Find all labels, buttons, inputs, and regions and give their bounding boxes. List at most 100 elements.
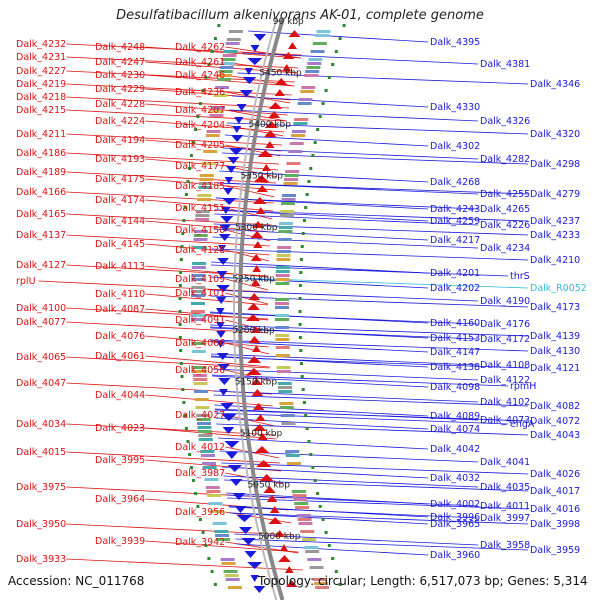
- feature-band: [283, 182, 298, 185]
- left-gene-label: Dalk_4027: [175, 410, 225, 421]
- right-gene-label: Dalk_4147: [430, 347, 480, 358]
- feature-band: [191, 294, 206, 297]
- track-dot: [334, 50, 338, 53]
- feature-band: [219, 66, 234, 69]
- right-connector: [214, 404, 429, 417]
- track-dot: [201, 531, 205, 534]
- track-dot: [178, 310, 182, 313]
- feature-band: [226, 38, 241, 41]
- left-gene-label: Dalk_4034: [16, 419, 66, 430]
- feature-band: [275, 346, 290, 349]
- right-connector: [237, 72, 529, 85]
- feature-band: [276, 258, 291, 261]
- left-gene-label: Dalk_4077: [16, 317, 66, 328]
- feature-band: [277, 238, 292, 241]
- right-connector: [210, 264, 509, 277]
- reverse-gene-arrow: [216, 271, 228, 278]
- reverse-gene-arrow: [242, 77, 257, 84]
- feature-band: [277, 382, 292, 385]
- forward-gene-arrow: [274, 89, 285, 96]
- feature-band: [301, 86, 316, 89]
- right-connector: [212, 236, 479, 249]
- feature-band: [275, 278, 290, 281]
- forward-gene-arrow: [255, 414, 266, 421]
- left-gene-label: Dalk_3950: [16, 519, 66, 530]
- reverse-gene-arrow: [223, 188, 234, 195]
- left-connector: [225, 414, 275, 427]
- track-dot: [201, 89, 205, 92]
- feature-band: [191, 310, 205, 313]
- feature-band: [191, 350, 206, 353]
- reverse-gene-arrow: [250, 45, 260, 52]
- left-gene-label: Dalk_4166: [16, 187, 66, 198]
- left-connector: [66, 171, 277, 184]
- reverse-gene-arrow: [219, 225, 231, 232]
- feature-band: [197, 194, 212, 197]
- left-gene-label: Dalk_4144: [95, 216, 145, 227]
- right-gene-label: Dalk_4173: [530, 302, 580, 313]
- feature-band: [295, 506, 310, 509]
- feature-band: [275, 270, 290, 273]
- reverse-gene-arrow: [216, 331, 226, 338]
- ruler-tick-label: 5250 kbp: [232, 275, 275, 285]
- track-dot: [324, 89, 328, 92]
- feature-bands: [191, 30, 331, 589]
- left-gene-label: Dalk_4091: [175, 315, 225, 326]
- left-gene-label: Dalk_4236: [175, 87, 225, 98]
- rna-gene-label: Dalk_R0052: [530, 283, 587, 294]
- right-gene-label: Dalk_4265: [480, 204, 530, 215]
- right-connector: [215, 412, 509, 425]
- feature-band: [218, 70, 233, 73]
- feature-band: [193, 382, 208, 385]
- right-gene-label: Dalk_4011: [480, 501, 530, 512]
- track-dot: [309, 453, 313, 456]
- left-connector: [225, 249, 270, 262]
- right-gene-label: rpmH: [510, 381, 536, 392]
- track-dot: [179, 258, 183, 261]
- feature-band: [225, 42, 240, 45]
- left-gene-label: Dalk_4023: [95, 423, 145, 434]
- ruler-tick-label: 5150 kbp: [235, 378, 278, 388]
- feature-band: [191, 266, 206, 269]
- left-gene-label: Dalk_4224: [95, 116, 145, 127]
- feature-band: [315, 34, 330, 37]
- reverse-gene-arrow: [253, 34, 267, 41]
- feature-band: [210, 510, 225, 513]
- forward-gene-arrow: [253, 241, 263, 248]
- left-gene-label: Dalk_4113: [95, 261, 145, 272]
- forward-gene-arrow: [256, 185, 268, 192]
- right-gene-label: Dalk_4073: [480, 415, 530, 426]
- forward-gene-arrow: [252, 265, 261, 272]
- left-gene-label: Dalk_4211: [16, 129, 66, 140]
- left-gene-label: Dalk_3964: [95, 494, 145, 505]
- feature-band: [275, 282, 290, 285]
- forward-gene-arrow: [251, 389, 264, 396]
- reverse-gene-arrow: [226, 166, 237, 173]
- forward-gene-arrow: [252, 403, 265, 410]
- left-gene-label: Dalk_4061: [95, 351, 145, 362]
- track-dot: [304, 206, 308, 209]
- right-connector: [210, 340, 429, 353]
- right-connector: [226, 494, 479, 507]
- feature-band: [275, 306, 289, 309]
- left-gene-label: Dalk_3956: [175, 507, 225, 518]
- right-connector: [223, 479, 529, 492]
- forward-gene-arrow: [247, 303, 260, 310]
- forward-gene-arrow: [257, 150, 273, 157]
- forward-gene-arrow: [285, 566, 294, 573]
- ruler-tick-label: 5400 kbp: [249, 120, 292, 130]
- feature-band: [224, 574, 239, 577]
- feature-band: [298, 98, 313, 101]
- right-gene-label: Dalk_4098: [430, 382, 480, 393]
- left-gene-label: Dalk_4100: [16, 303, 66, 314]
- genome-summary-text: Topology: circular; Length: 6,517,073 bp…: [258, 574, 588, 588]
- right-connector: [209, 312, 479, 325]
- right-gene-label: Dalk_4326: [480, 116, 530, 127]
- feature-band: [193, 238, 208, 241]
- feature-band: [193, 378, 208, 381]
- left-gene-label: Dalk_3995: [95, 455, 145, 466]
- track-dot: [196, 505, 200, 508]
- gene-arrows: [216, 30, 301, 593]
- left-gene-label: Dalk_4246: [175, 70, 225, 81]
- right-connector: [221, 462, 529, 475]
